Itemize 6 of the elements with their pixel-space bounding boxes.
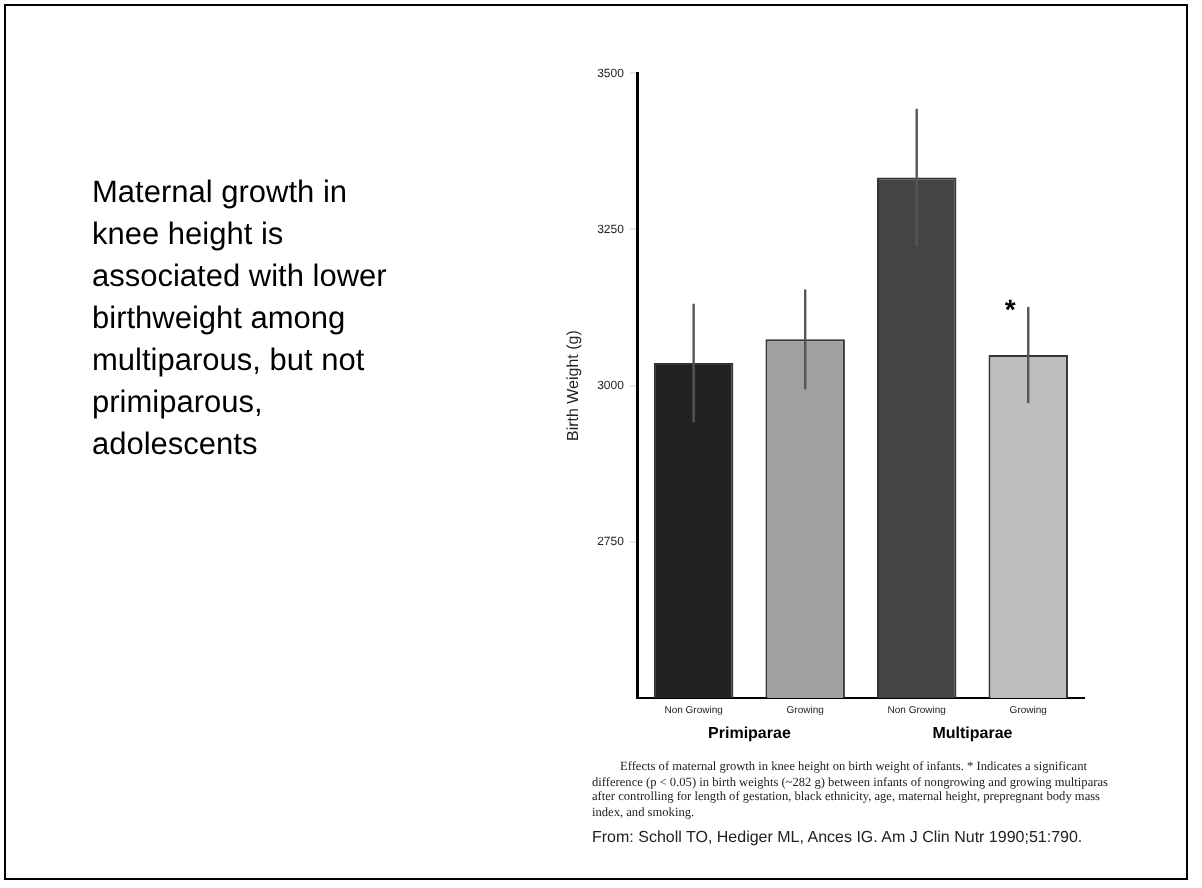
text: Multiparae xyxy=(932,724,1014,743)
y-axis-title: Birth Weight (g) xyxy=(564,329,583,442)
text: Primiparae xyxy=(708,724,792,743)
annotation: * xyxy=(1004,292,1017,325)
text: Maternal growth in knee height is associated with lower birthweight among multiparous, but not primiparous, adolescents xyxy=(92,174,389,466)
text: From: Scholl TO, Hediger ML, Ances IG. Am J Clin Nutr 1990;51:790. xyxy=(592,828,1085,848)
